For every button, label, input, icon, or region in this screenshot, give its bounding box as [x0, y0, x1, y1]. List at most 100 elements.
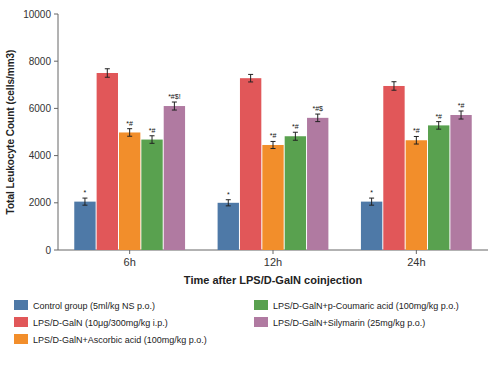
y-tick [54, 14, 58, 15]
bar [164, 106, 185, 250]
x-tick-label: 12h [264, 256, 282, 268]
y-tick-label: 4000 [29, 150, 52, 161]
error-stem [416, 136, 417, 144]
annotation: *#$ [312, 105, 323, 112]
error-cap [436, 121, 441, 122]
error-bar [226, 200, 231, 206]
legend-label: LPS/D-GalN+Ascorbic acid (100mg/kg p.o.) [33, 335, 207, 345]
annotation: *# [126, 120, 133, 127]
bar [285, 136, 306, 250]
legend-item: LPS/D-GalN+Silymarin (25mg/kg p.o.) [254, 317, 425, 328]
legend-item: LPS/D-GalN (10μg/300mg/kg i.p.) [14, 317, 168, 328]
error-cap [391, 90, 396, 91]
error-cap [459, 119, 464, 120]
error-stem [84, 198, 85, 205]
annotation: *# [413, 127, 420, 134]
legend-swatch [254, 317, 268, 327]
error-cap [315, 121, 320, 122]
annotation: * [227, 191, 230, 198]
error-bar [414, 136, 419, 144]
y-tick-label: 2000 [29, 197, 52, 208]
error-stem [317, 114, 318, 122]
annotation: *# [458, 102, 465, 109]
error-bar [293, 132, 298, 140]
error-stem [295, 132, 296, 140]
annotation: *# [270, 132, 277, 139]
error-bar [391, 82, 396, 90]
annotation: *# [292, 123, 299, 130]
error-stem [174, 102, 175, 110]
error-stem [461, 111, 462, 119]
error-cap [248, 81, 253, 82]
error-cap [127, 136, 132, 137]
error-stem [250, 74, 251, 82]
y-tick-label: 6000 [29, 103, 52, 114]
y-tick-label: 0 [45, 245, 51, 256]
bar [361, 202, 382, 250]
error-cap [315, 114, 320, 115]
error-stem [129, 129, 130, 137]
bar [428, 125, 449, 250]
error-cap [105, 68, 110, 69]
error-cap [127, 128, 132, 129]
error-cap [150, 143, 155, 144]
error-cap [293, 140, 298, 141]
bar [141, 140, 162, 250]
error-cap [226, 205, 231, 206]
bar [74, 202, 95, 250]
error-cap [248, 74, 253, 75]
error-bar [127, 129, 132, 137]
error-bar [436, 122, 441, 130]
bar [218, 203, 239, 250]
error-cap [391, 81, 396, 82]
error-stem [107, 69, 108, 77]
error-cap [369, 198, 374, 199]
y-tick-label: 8000 [29, 56, 52, 67]
error-bar [271, 141, 276, 148]
error-bar [369, 198, 374, 205]
error-bar [172, 102, 177, 110]
annotation: *# [435, 113, 442, 120]
annotation: * [370, 189, 373, 196]
y-tick [54, 250, 58, 251]
y-tick-label: 10000 [23, 9, 51, 20]
y-axis-label: Total Leukocyte Count (cells/mm3) [5, 50, 16, 215]
error-cap [436, 129, 441, 130]
legend-item: LPS/D-GalN+p-Coumaric acid (100mg/kg p.o… [254, 300, 459, 311]
error-stem [438, 122, 439, 130]
error-bar [82, 198, 87, 205]
annotation: *# [149, 127, 156, 134]
bar [97, 73, 118, 250]
error-cap [150, 135, 155, 136]
bars [74, 69, 471, 250]
y-tick [54, 202, 58, 203]
x-tick-label: 6h [124, 256, 136, 268]
bar [307, 118, 328, 250]
error-cap [414, 144, 419, 145]
annotation: *#$! [168, 93, 181, 100]
error-cap [226, 199, 231, 200]
bar [406, 140, 427, 250]
error-stem [228, 200, 229, 206]
legend-label: LPS/D-GalN+Silymarin (25mg/kg p.o.) [273, 318, 425, 328]
y-tick [54, 108, 58, 109]
error-cap [414, 136, 419, 137]
error-cap [82, 205, 87, 206]
legend-item: Control group (5ml/kg NS p.o.) [14, 300, 155, 311]
error-stem [152, 136, 153, 144]
x-tick [273, 250, 274, 254]
x-tick [416, 250, 417, 254]
legend: Control group (5ml/kg NS p.o.) LPS/D-GalN… [14, 300, 459, 345]
bar [262, 145, 283, 250]
error-bar [105, 69, 110, 77]
y-tick [54, 155, 58, 156]
legend-label: LPS/D-GalN (10μg/300mg/kg i.p.) [33, 318, 168, 328]
legend-swatch [254, 300, 268, 310]
legend-item: LPS/D-GalN+Ascorbic acid (100mg/kg p.o.) [14, 334, 207, 345]
legend-label: Control group (5ml/kg NS p.o.) [33, 301, 155, 311]
error-stem [371, 198, 372, 205]
error-cap [105, 77, 110, 78]
bar [450, 115, 471, 250]
bar [240, 78, 261, 250]
legend-swatch [14, 317, 28, 327]
